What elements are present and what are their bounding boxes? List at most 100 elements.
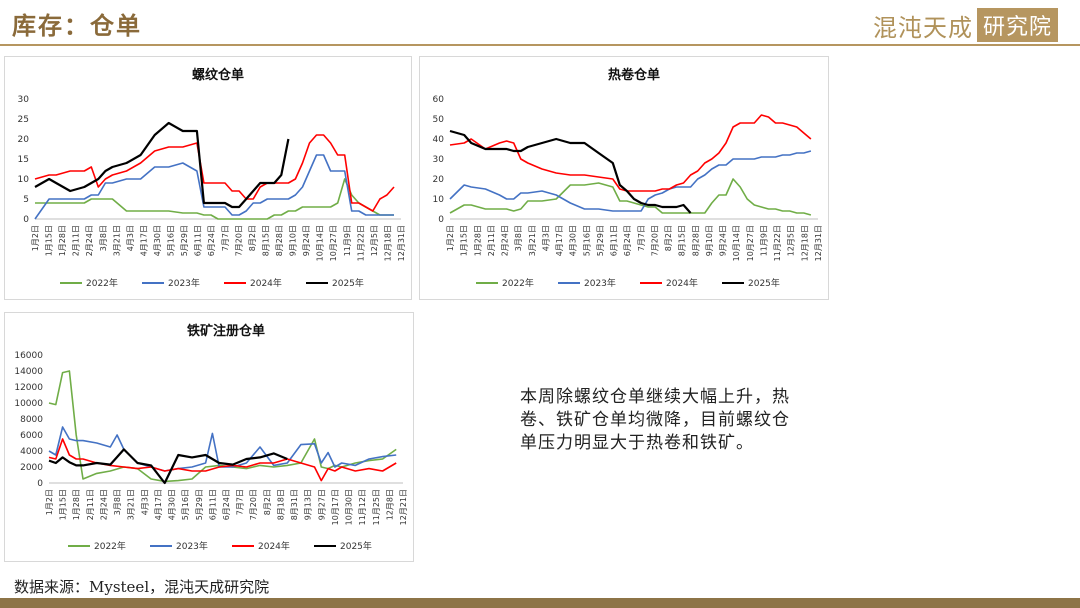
series-line xyxy=(35,178,394,220)
x-tick-label: 10月30日 xyxy=(345,489,354,525)
x-tick-label: 11月9日 xyxy=(343,225,352,256)
x-tick-label: 1月2日 xyxy=(45,489,54,515)
chart-panel-hrc: 热卷仓单 0 10 20 30 40 50 60 1月2日 1月15日 1月28日 2月11日 2月24… xyxy=(419,56,829,300)
y-tick-label: 6000 xyxy=(20,431,43,441)
data-source: 数据来源：Mysteel，混沌天成研究院 xyxy=(14,578,270,596)
x-tick-label: 1月15日 xyxy=(460,225,469,256)
y-tick-label: 60 xyxy=(433,95,445,105)
y-tick-label: 15 xyxy=(18,155,29,165)
x-tick-label: 4月3日 xyxy=(541,225,550,251)
x-tick-label: 8月2日 xyxy=(263,489,272,515)
x-tick-label: 12月31日 xyxy=(397,225,406,261)
legend-label: 2023年 xyxy=(176,540,208,552)
y-tick-label: 5 xyxy=(23,195,29,205)
x-tick-label: 12月5日 xyxy=(787,225,796,256)
x-tick-label: 1月2日 xyxy=(31,225,40,251)
y-tick-label: 0 xyxy=(37,479,43,489)
page-title: 库存：仓单 xyxy=(12,11,142,40)
y-tick-label: 12000 xyxy=(14,383,43,393)
x-tick-label: 2月24日 xyxy=(501,225,510,256)
x-tick-label: 6月24日 xyxy=(207,225,216,256)
x-tick-label: 4月3日 xyxy=(140,489,149,515)
footer-bar xyxy=(0,598,1080,608)
x-tick-label: 4月30日 xyxy=(153,225,162,256)
y-tick-label: 2000 xyxy=(20,463,43,473)
series-line xyxy=(48,448,288,485)
chart-iron-ore: 铁矿注册仓单 0 2000 4000 6000 8000 10000 12000 14000 16… xyxy=(14,323,408,552)
legend-label: 2025年 xyxy=(332,277,364,289)
series-line xyxy=(48,438,397,482)
x-tick-label: 8月28日 xyxy=(275,225,284,256)
x-tick-label: 7月20日 xyxy=(650,225,659,256)
x-tick-label: 5月29日 xyxy=(195,489,204,520)
x-tick-label: 9月24日 xyxy=(719,225,728,256)
x-tick-label: 7月7日 xyxy=(637,225,646,251)
series-line xyxy=(449,129,692,214)
series-line xyxy=(34,154,394,220)
x-tick-label: 4月30日 xyxy=(569,225,578,256)
y-tick-label: 10 xyxy=(433,195,445,205)
x-tick-label: 9月27日 xyxy=(317,489,326,520)
x-tick-label: 9月13日 xyxy=(304,489,313,520)
y-tick-label: 50 xyxy=(433,115,445,125)
x-tick-label: 7月7日 xyxy=(236,489,245,515)
y-tick-label: 20 xyxy=(18,135,30,145)
x-tick-label: 12月18日 xyxy=(800,225,809,261)
y-tick-label: 25 xyxy=(18,115,29,125)
x-tick-label: 8月2日 xyxy=(248,225,257,251)
chart-rebar: 螺纹仓单 0 5 10 15 20 25 30 1月2日 1月15日 1月28日 2月11日 2月24日… xyxy=(18,67,406,289)
x-tick-label: 5月29日 xyxy=(180,225,189,256)
x-tick-label: 4月17日 xyxy=(154,489,163,520)
x-tick-label: 8月15日 xyxy=(261,225,270,256)
x-tick-label: 10月27日 xyxy=(329,225,338,261)
x-tick-label: 2月11日 xyxy=(72,225,81,256)
x-tick-label: 1月28日 xyxy=(473,225,482,256)
y-tick-label: 30 xyxy=(433,155,445,165)
chart-title: 铁矿注册仓单 xyxy=(186,323,265,339)
x-tick-label: 12月31日 xyxy=(814,225,823,261)
y-tick-label: 0 xyxy=(438,215,444,225)
x-tick-label: 8月18日 xyxy=(276,489,285,520)
x-tick-label: 1月15日 xyxy=(45,225,54,256)
x-tick-label: 2月11日 xyxy=(86,489,95,520)
x-tick-label: 6月24日 xyxy=(222,489,231,520)
x-tick-label: 3月21日 xyxy=(528,225,537,256)
x-tick-label: 11月25日 xyxy=(372,489,381,525)
brand-box: 研究院 xyxy=(976,8,1058,42)
y-tick-label: 4000 xyxy=(20,447,43,457)
series-line xyxy=(449,150,812,212)
x-tick-label: 7月20日 xyxy=(234,225,243,256)
x-tick-label: 8月31日 xyxy=(290,489,299,520)
x-tick-label: 11月22日 xyxy=(773,225,782,261)
series-line xyxy=(34,121,290,209)
x-tick-label: 1月28日 xyxy=(72,489,81,520)
x-tick-label: 2月24日 xyxy=(99,489,108,520)
legend-label: 2024年 xyxy=(250,277,282,289)
x-tick-label: 9月10日 xyxy=(289,225,298,256)
commentary-text: 本周除螺纹仓单继续大幅上升，热卷、铁矿仓单均微降，目前螺纹仓单压力明显大于热卷和… xyxy=(520,387,790,453)
legend-label: 2023年 xyxy=(168,277,200,289)
series-line xyxy=(449,178,812,216)
x-tick-label: 7月7日 xyxy=(221,225,230,251)
x-tick-label: 8月15日 xyxy=(678,225,687,256)
x-tick-label: 1月2日 xyxy=(446,225,455,251)
x-tick-label: 6月11日 xyxy=(194,225,203,256)
chart-hrc: 热卷仓单 0 10 20 30 40 50 60 1月2日 1月15日 1月28日 2月11日 2月24… xyxy=(433,67,823,289)
x-tick-label: 4月30日 xyxy=(168,489,177,520)
x-tick-label: 10月14日 xyxy=(316,225,325,261)
legend-label: 2022年 xyxy=(502,277,534,289)
x-tick-label: 3月8日 xyxy=(113,489,122,515)
y-tick-label: 14000 xyxy=(14,367,43,377)
x-tick-label: 11月9日 xyxy=(759,225,768,256)
y-tick-label: 10000 xyxy=(14,399,43,409)
x-tick-label: 5月16日 xyxy=(582,225,591,256)
y-tick-label: 10 xyxy=(18,175,30,185)
y-tick-label: 16000 xyxy=(14,351,43,361)
x-tick-label: 6月11日 xyxy=(610,225,619,256)
x-tick-label: 5月29日 xyxy=(596,225,605,256)
x-tick-label: 4月3日 xyxy=(126,225,135,251)
x-tick-label: 1月15日 xyxy=(59,489,68,520)
x-tick-label: 10月17日 xyxy=(331,489,340,525)
x-tick-label: 5月16日 xyxy=(181,489,190,520)
legend-label: 2022年 xyxy=(86,277,118,289)
